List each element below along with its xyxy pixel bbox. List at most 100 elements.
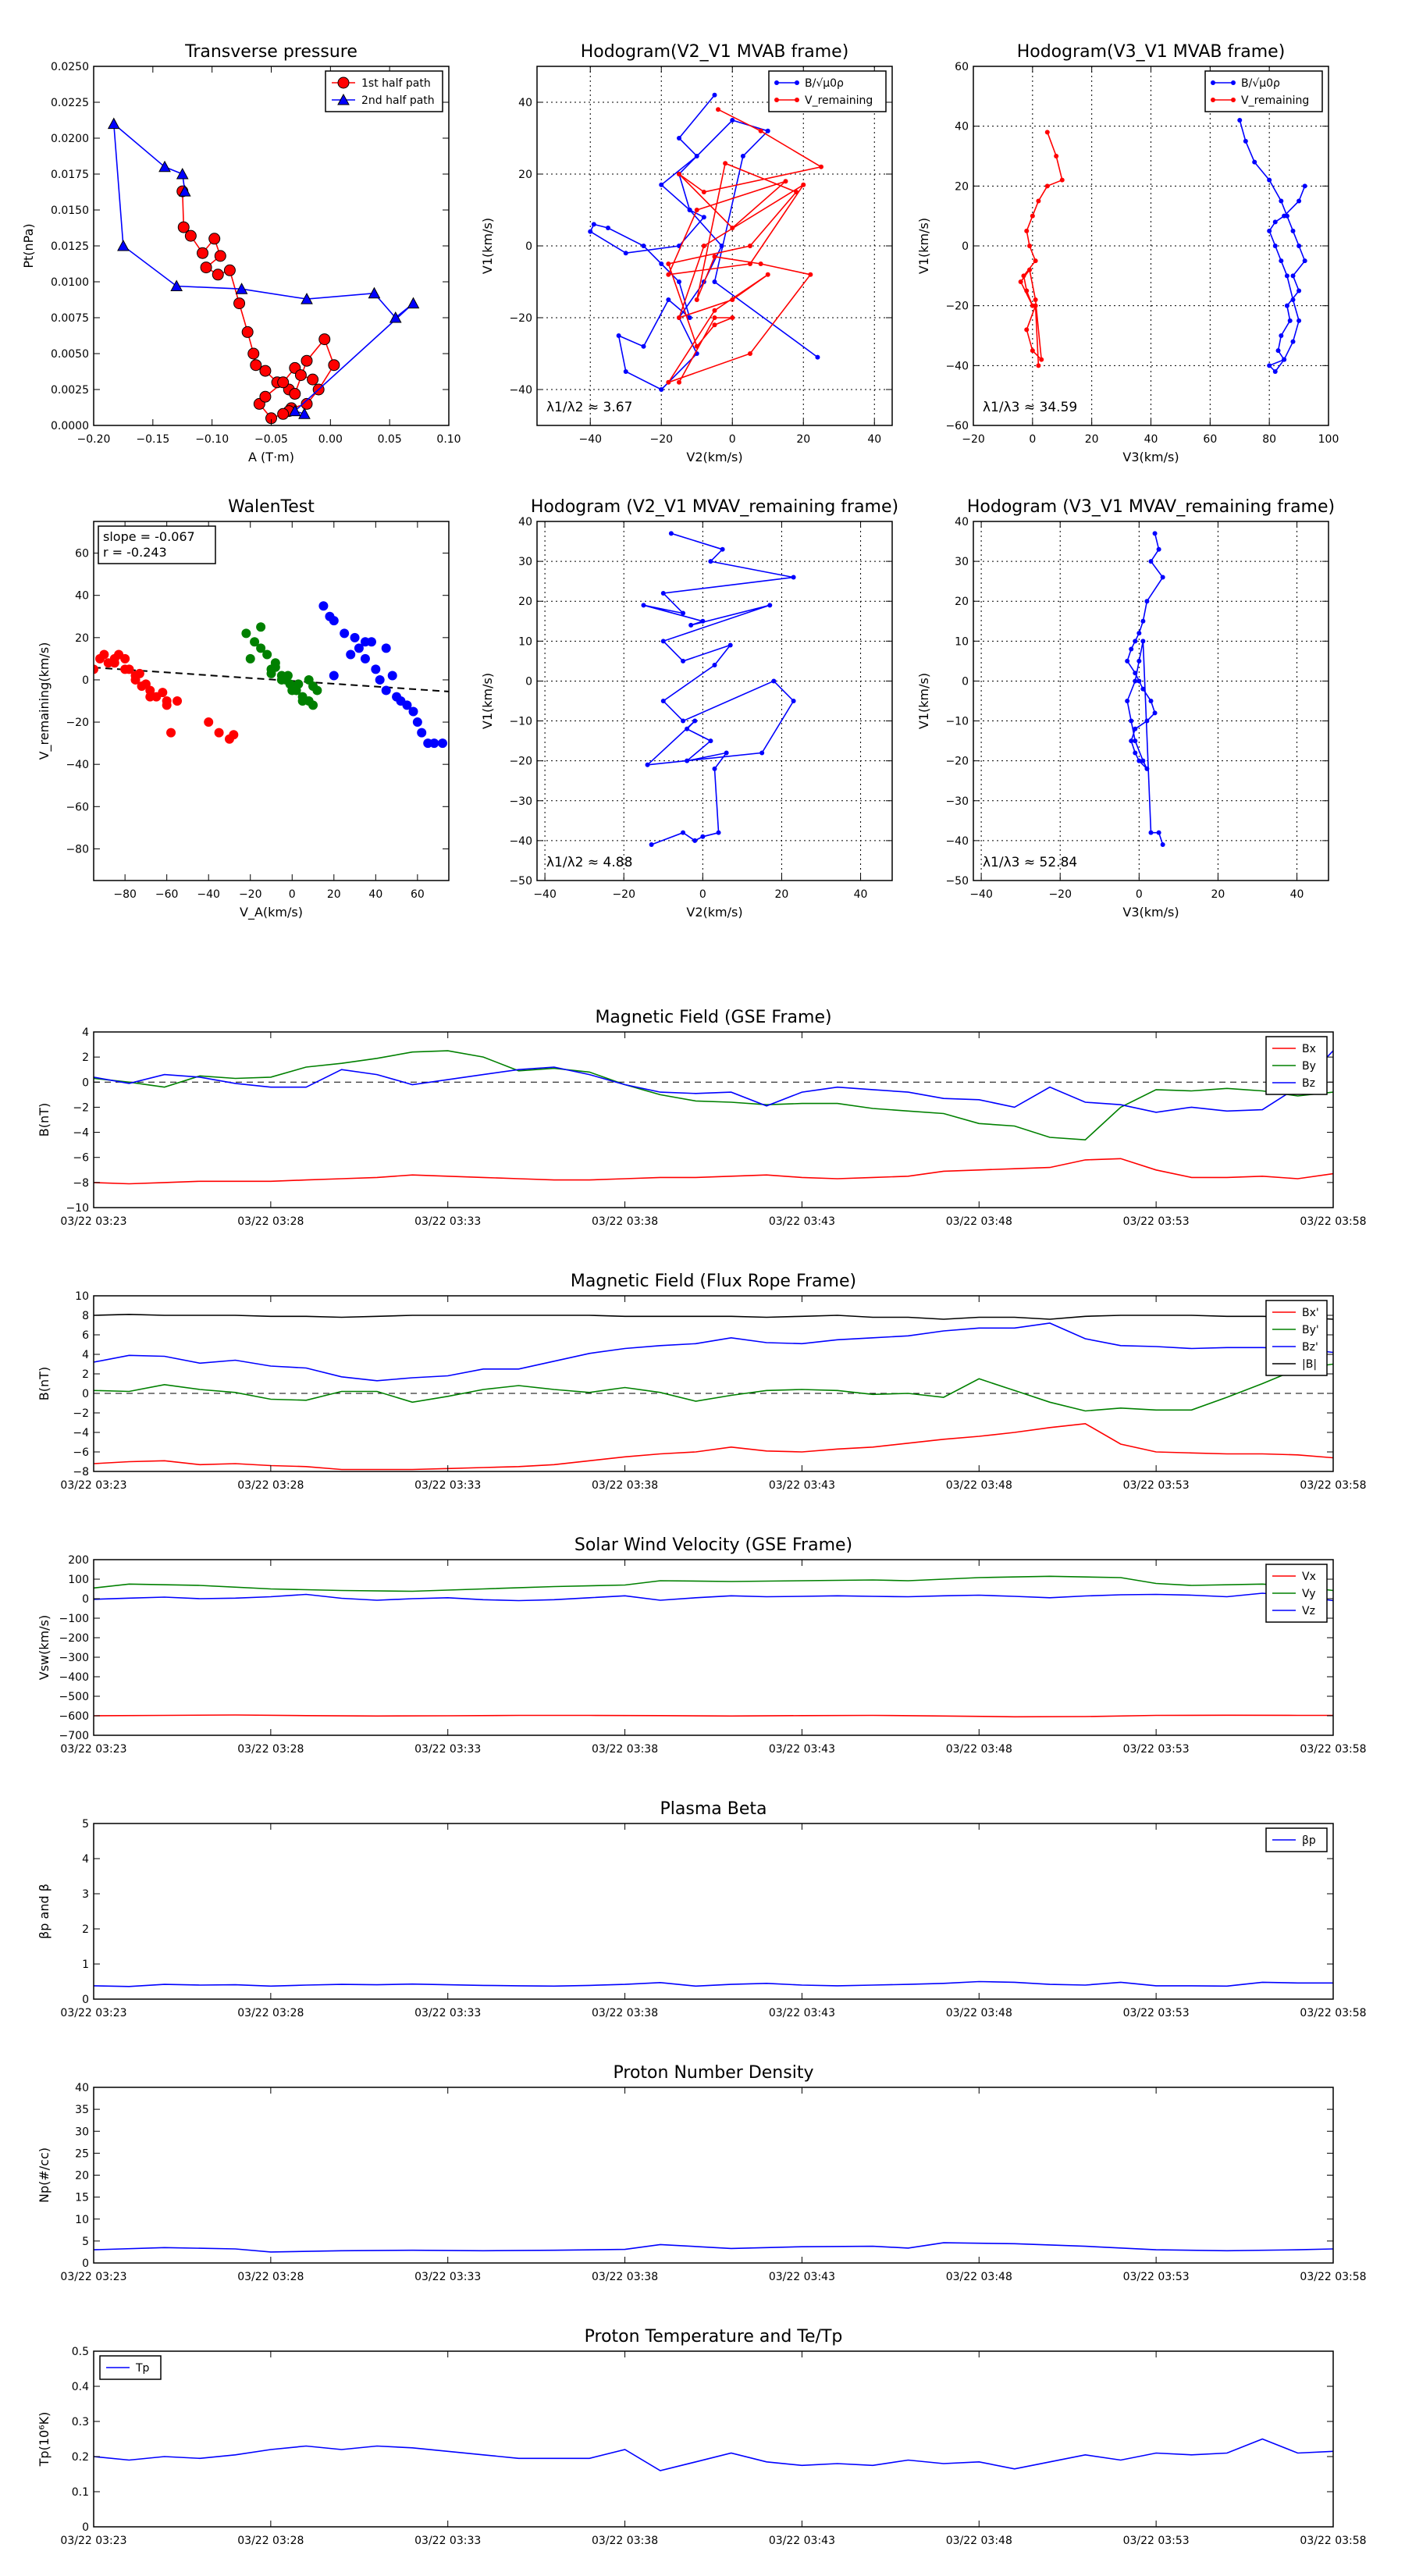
data-point — [375, 674, 385, 685]
x-tick-label: 60 — [1203, 433, 1217, 446]
data-point — [184, 229, 197, 242]
data-point — [287, 685, 297, 696]
x-tick-label: 03/22 03:33 — [414, 1479, 481, 1492]
x-tick-label: 0.10 — [436, 433, 461, 446]
x-tick-label: 03/22 03:53 — [1123, 2007, 1190, 2019]
legend: Bx' By' Bz' |B| — [1265, 1300, 1328, 1376]
data-point — [758, 262, 763, 266]
legend-marker — [1231, 98, 1236, 102]
y-axis-label: Vsw(km/s) — [37, 1615, 52, 1680]
data-point — [1140, 639, 1146, 644]
data-point — [109, 658, 119, 668]
x-tick-label: 03/22 03:43 — [769, 2271, 835, 2283]
data-point — [708, 559, 713, 564]
legend-label: By — [1302, 1060, 1316, 1073]
data-point — [340, 628, 350, 639]
x-tick-label: −20 — [962, 433, 985, 446]
y-tick-label: −100 — [59, 1613, 89, 1625]
y-tick-label: −4 — [73, 1427, 89, 1439]
data-point — [700, 834, 706, 839]
y-tick-label: 40 — [955, 516, 969, 528]
y-tick-label: 5 — [82, 1818, 89, 1831]
data-point — [250, 359, 262, 372]
data-point — [1267, 177, 1272, 183]
legend-label: B/√μ0ρ — [1241, 77, 1280, 90]
x-tick-label: 60 — [411, 888, 425, 901]
y-tick-label: 40 — [955, 121, 969, 133]
data-point — [692, 838, 698, 843]
data-point — [1272, 369, 1278, 374]
x-tick-label: 03/22 03:23 — [60, 1479, 126, 1492]
data-point — [1136, 678, 1142, 684]
series-line — [1239, 119, 1306, 373]
x-axis-label: V3(km/s) — [1122, 450, 1179, 464]
y-axis-label: V_remaining(km/s) — [37, 642, 52, 760]
series-line — [643, 532, 795, 845]
legend-marker — [337, 76, 350, 89]
y-tick-label: 20 — [955, 180, 969, 193]
x-tick-label: 03/22 03:58 — [1300, 2007, 1366, 2019]
data-point — [235, 283, 248, 294]
data-point — [591, 222, 596, 227]
data-point — [178, 185, 191, 197]
legend-box — [1265, 1300, 1328, 1376]
series-line — [94, 1313, 1333, 1320]
data-point — [1279, 258, 1284, 264]
data-point — [245, 653, 255, 664]
data-point — [727, 642, 733, 648]
x-tick-label: 03/22 03:33 — [414, 2271, 481, 2283]
y-tick-label: −2 — [73, 1101, 89, 1114]
x-axis-label: V3(km/s) — [1122, 905, 1179, 920]
data-point — [660, 699, 666, 703]
data-point — [1133, 671, 1138, 676]
data-point — [666, 297, 671, 302]
data-point — [241, 628, 251, 639]
data-point — [694, 343, 699, 349]
y-tick-label: 2 — [82, 1051, 89, 1064]
data-point — [389, 311, 402, 323]
data-point — [229, 730, 239, 740]
data-point — [666, 262, 671, 266]
plot-area — [94, 1575, 1333, 1718]
y-tick-label: 0.1 — [72, 2486, 89, 2499]
y-tick-label: 40 — [75, 590, 89, 603]
data-point — [730, 315, 735, 320]
x-tick-label: 0 — [289, 888, 296, 901]
chart-hodogram-v3-v1-mvab: Hodogram(V3_V1 MVAB frame) −20 0 20 40 60 80 10… — [916, 42, 1339, 464]
series-line — [94, 1980, 1333, 1987]
chart-hodogram-v3-v1-mvav: Hodogram (V3_V1 MVAV_remaining frame) −40… — [916, 497, 1335, 920]
data-point — [801, 182, 806, 187]
legend-box — [768, 70, 887, 112]
data-point — [1129, 646, 1134, 652]
legend-label: V_remaining — [1241, 94, 1309, 107]
data-point — [794, 190, 799, 194]
y-axis-label: Pt(nPa) — [21, 223, 36, 268]
data-point — [708, 738, 713, 744]
data-point — [724, 750, 729, 756]
data-point — [666, 379, 671, 385]
data-point — [712, 663, 717, 667]
y-tick-label: 20 — [75, 2170, 89, 2183]
x-tick-label: 03/22 03:48 — [946, 2007, 1012, 2019]
legend-marker — [1211, 80, 1215, 85]
data-point — [730, 118, 735, 123]
data-point — [368, 286, 381, 299]
x-tick-label: −0.05 — [254, 433, 288, 446]
y-tick-label: −60 — [66, 801, 89, 813]
y-axis-label: V1(km/s) — [916, 218, 931, 274]
data-point — [241, 326, 254, 338]
plot-frame — [93, 1559, 1334, 1736]
data-point — [120, 664, 130, 674]
y-tick-label: 0.5 — [72, 2346, 89, 2358]
data-point — [1133, 738, 1138, 744]
data-point — [381, 685, 391, 696]
x-axis-label: A (T·m) — [248, 450, 294, 464]
data-point — [162, 700, 172, 710]
data-point — [681, 610, 686, 616]
data-point — [748, 244, 752, 248]
x-tick-label: 03/22 03:43 — [769, 2535, 835, 2547]
y-tick-label: −300 — [59, 1652, 89, 1664]
plot-area — [588, 92, 823, 392]
y-tick-label: 4 — [82, 1349, 89, 1361]
plot-area — [1018, 118, 1307, 374]
